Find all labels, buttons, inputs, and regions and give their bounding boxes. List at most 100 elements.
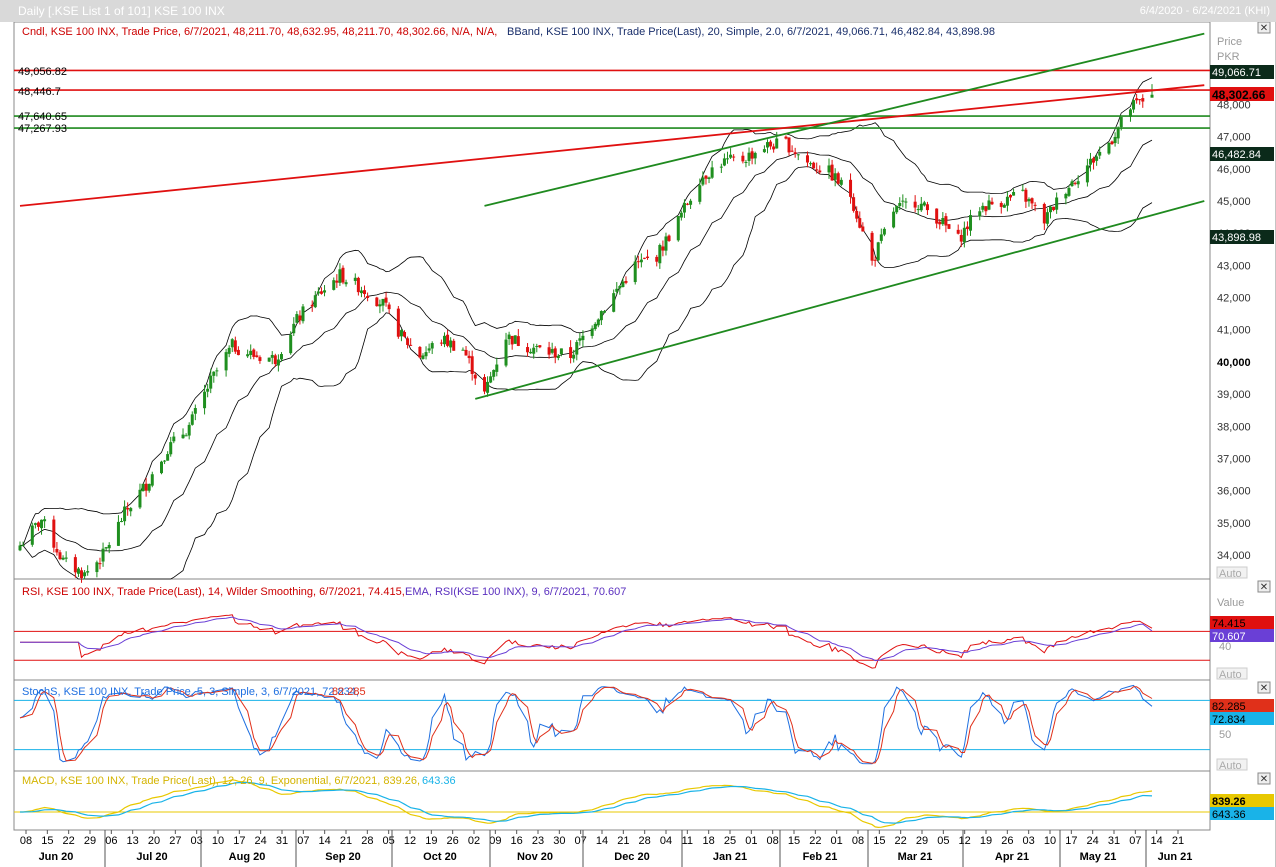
date-tick-label: 28 [639,835,651,847]
candle [615,282,619,295]
stoch-auto-button[interactable]: Auto [1216,758,1248,772]
chart-area[interactable]: ✕ ✕ ✕ ✕ 34,000 35,000 36,000 37,000 38,000 39… [0,22,1276,867]
candle [775,131,779,149]
candle-body [839,179,843,185]
candle-body [430,343,434,349]
rsi-pane-close-icon[interactable]: ✕ [1257,580,1271,593]
price-auto-button[interactable]: Auto [1216,566,1248,580]
candle-body [682,202,686,213]
candle-body [599,311,603,321]
candle [73,554,77,578]
candle [870,231,874,266]
candle-body [769,141,773,147]
candle-body [836,173,840,184]
candle [1064,192,1068,205]
candle-body [686,203,690,205]
candle [944,213,948,233]
candle-body [341,267,345,283]
candle [381,298,385,312]
candle-body [938,221,942,225]
candle [559,348,563,357]
candle [1021,184,1025,192]
candle-body [1128,109,1132,117]
candle [1113,132,1117,147]
candle-body [1033,204,1037,206]
badge-stoch-d: 82.285 [1210,699,1274,713]
date-tick-label: 01 [831,835,843,847]
date-tick-label: 22 [809,835,821,847]
candle [86,565,90,576]
trendline [19,84,1205,207]
candle-body [449,340,453,348]
candle [126,502,130,516]
candle [935,208,939,229]
price-tick-label: 34,000 [1217,550,1251,562]
price-pane-close-icon[interactable]: ✕ [1257,22,1271,34]
candle [664,232,668,256]
candle-body [73,557,77,573]
candle-body [969,215,973,231]
candle [818,165,822,175]
candle-body [581,335,585,341]
candle [104,546,108,551]
candle-body [765,142,769,148]
stoch-pane-close-icon[interactable]: ✕ [1257,681,1271,694]
candle-body [33,523,37,525]
candle [1024,187,1028,208]
candle-body [295,314,299,323]
month-label: Apr 21 [995,851,1029,863]
candle-body [403,331,407,337]
candle [267,357,271,363]
candle-body [95,562,99,573]
candle-body [990,201,994,205]
candle-body [1141,98,1145,102]
candle [965,221,969,236]
candle-body [86,571,90,573]
date-tick-label: 18 [703,835,715,847]
candle-body [655,256,659,262]
candle-body [332,280,336,290]
macd-pane-close-icon[interactable]: ✕ [1257,772,1271,785]
candle [430,341,434,355]
candle [941,212,945,226]
candle [707,176,711,184]
candle [882,227,886,237]
date-tick-label: 23 [532,835,544,847]
candle [876,241,880,261]
candle [313,291,317,309]
candle-body [679,212,683,218]
candle-body [80,570,84,579]
candle-body [489,376,493,383]
date-tick-label: 14 [319,835,331,847]
candle [160,460,163,475]
svg-text:46,482.84: 46,482.84 [1212,149,1261,161]
candle-body [116,521,120,546]
candle-body [30,525,34,545]
candle [1042,202,1046,231]
candle [1027,197,1031,207]
candle [279,352,283,362]
candle-body [612,293,616,312]
candle [172,432,176,444]
candle-body [747,152,751,161]
candle [849,173,853,204]
candle-body [292,323,296,334]
candle-body [852,197,856,211]
badge-rsi: 74.415 [1210,616,1274,630]
date-tick-label: 01 [745,835,757,847]
candle-body [1092,158,1096,163]
candle-body [486,381,490,393]
candle [922,200,926,207]
candle [765,139,769,154]
candle [107,542,111,554]
candle-body [439,342,443,344]
candle [181,428,185,439]
candle-body [169,442,173,455]
candle [538,345,542,349]
indicator-series [14,614,1210,829]
candle-body [36,522,40,527]
rsi-auto-button[interactable]: Auto [1216,667,1248,681]
candle-body [621,281,625,288]
date-tick-label: 28 [361,835,373,847]
candle-body [1048,206,1052,213]
